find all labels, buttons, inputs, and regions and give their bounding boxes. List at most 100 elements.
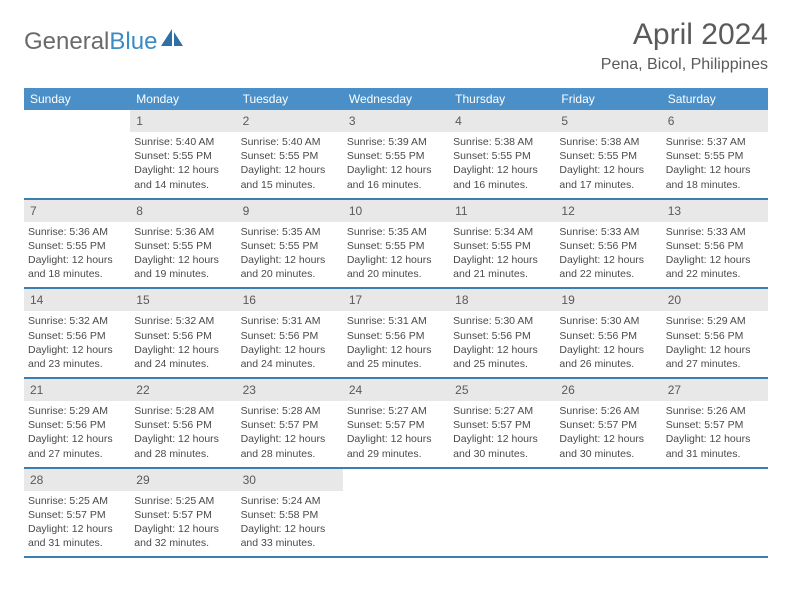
day-number: 10 [349, 204, 362, 218]
sunset-line: Sunset: 5:55 PM [666, 149, 764, 163]
day-cell [24, 110, 130, 198]
sunrise-line: Sunrise: 5:25 AM [134, 494, 232, 508]
daylight-line: Daylight: 12 hours and 28 minutes. [241, 432, 339, 460]
sunset-line: Sunset: 5:56 PM [453, 329, 551, 343]
week-row: 14Sunrise: 5:32 AMSunset: 5:56 PMDayligh… [24, 289, 768, 379]
day-cell: 2Sunrise: 5:40 AMSunset: 5:55 PMDaylight… [237, 110, 343, 198]
logo: GeneralBlue [24, 18, 183, 56]
day-cell: 15Sunrise: 5:32 AMSunset: 5:56 PMDayligh… [130, 289, 236, 377]
week-row: 28Sunrise: 5:25 AMSunset: 5:57 PMDayligh… [24, 469, 768, 559]
title-block: April 2024 Pena, Bicol, Philippines [601, 18, 768, 74]
day-number-row: 29 [130, 469, 236, 491]
weekday-cell: Wednesday [343, 88, 449, 110]
day-cell: 4Sunrise: 5:38 AMSunset: 5:55 PMDaylight… [449, 110, 555, 198]
sunset-line: Sunset: 5:57 PM [666, 418, 764, 432]
day-cell: 1Sunrise: 5:40 AMSunset: 5:55 PMDaylight… [130, 110, 236, 198]
day-number-row: 23 [237, 379, 343, 401]
day-number-row: 6 [662, 110, 768, 132]
sunrise-line: Sunrise: 5:38 AM [559, 135, 657, 149]
sunrise-line: Sunrise: 5:28 AM [134, 404, 232, 418]
sunset-line: Sunset: 5:55 PM [241, 149, 339, 163]
sunset-line: Sunset: 5:56 PM [134, 418, 232, 432]
day-number-row: 1 [130, 110, 236, 132]
sunset-line: Sunset: 5:57 PM [559, 418, 657, 432]
sunset-line: Sunset: 5:57 PM [453, 418, 551, 432]
calendar: SundayMondayTuesdayWednesdayThursdayFrid… [24, 88, 768, 558]
day-number-row: 19 [555, 289, 661, 311]
day-cell: 19Sunrise: 5:30 AMSunset: 5:56 PMDayligh… [555, 289, 661, 377]
sunset-line: Sunset: 5:55 PM [134, 239, 232, 253]
sunrise-line: Sunrise: 5:39 AM [347, 135, 445, 149]
day-number: 11 [455, 204, 467, 218]
day-number: 13 [668, 204, 681, 218]
sunset-line: Sunset: 5:56 PM [28, 329, 126, 343]
day-number-row: 17 [343, 289, 449, 311]
sunrise-line: Sunrise: 5:29 AM [28, 404, 126, 418]
day-cell: 12Sunrise: 5:33 AMSunset: 5:56 PMDayligh… [555, 200, 661, 288]
daylight-line: Daylight: 12 hours and 16 minutes. [453, 163, 551, 191]
sunrise-line: Sunrise: 5:32 AM [134, 314, 232, 328]
daylight-line: Daylight: 12 hours and 29 minutes. [347, 432, 445, 460]
day-cell: 24Sunrise: 5:27 AMSunset: 5:57 PMDayligh… [343, 379, 449, 467]
day-number-row: 20 [662, 289, 768, 311]
day-number: 7 [30, 204, 37, 218]
day-number: 30 [243, 473, 256, 487]
day-cell [449, 469, 555, 557]
sunrise-line: Sunrise: 5:25 AM [28, 494, 126, 508]
sunrise-line: Sunrise: 5:31 AM [241, 314, 339, 328]
day-cell: 16Sunrise: 5:31 AMSunset: 5:56 PMDayligh… [237, 289, 343, 377]
sunrise-line: Sunrise: 5:36 AM [134, 225, 232, 239]
day-number: 5 [561, 114, 568, 128]
day-cell: 6Sunrise: 5:37 AMSunset: 5:55 PMDaylight… [662, 110, 768, 198]
day-number: 15 [136, 293, 149, 307]
sunset-line: Sunset: 5:58 PM [241, 508, 339, 522]
daylight-line: Daylight: 12 hours and 22 minutes. [559, 253, 657, 281]
sunset-line: Sunset: 5:55 PM [28, 239, 126, 253]
sunset-line: Sunset: 5:55 PM [241, 239, 339, 253]
sunrise-line: Sunrise: 5:32 AM [28, 314, 126, 328]
day-cell: 30Sunrise: 5:24 AMSunset: 5:58 PMDayligh… [237, 469, 343, 557]
day-number-row: 22 [130, 379, 236, 401]
day-number-row: 2 [237, 110, 343, 132]
daylight-line: Daylight: 12 hours and 18 minutes. [666, 163, 764, 191]
sunset-line: Sunset: 5:56 PM [28, 418, 126, 432]
daylight-line: Daylight: 12 hours and 17 minutes. [559, 163, 657, 191]
day-number-row: 13 [662, 200, 768, 222]
weekday-cell: Saturday [662, 88, 768, 110]
day-cell: 25Sunrise: 5:27 AMSunset: 5:57 PMDayligh… [449, 379, 555, 467]
logo-text-2: Blue [109, 28, 157, 56]
sunset-line: Sunset: 5:56 PM [559, 329, 657, 343]
day-number: 8 [136, 204, 143, 218]
calendar-page: GeneralBlue April 2024 Pena, Bicol, Phil… [0, 0, 792, 558]
location: Pena, Bicol, Philippines [601, 56, 768, 74]
day-number-row: 27 [662, 379, 768, 401]
daylight-line: Daylight: 12 hours and 16 minutes. [347, 163, 445, 191]
sunset-line: Sunset: 5:57 PM [241, 418, 339, 432]
day-number-row: 9 [237, 200, 343, 222]
day-number: 22 [136, 383, 149, 397]
day-number: 1 [136, 114, 143, 128]
daylight-line: Daylight: 12 hours and 20 minutes. [241, 253, 339, 281]
day-number-row: 3 [343, 110, 449, 132]
day-number-row: 28 [24, 469, 130, 491]
day-cell: 9 Sunrise: 5:35 AMSunset: 5:55 PMDaylight… [237, 200, 343, 288]
day-cell [343, 469, 449, 557]
sunset-line: Sunset: 5:56 PM [347, 329, 445, 343]
day-number: 20 [668, 293, 681, 307]
sunset-line: Sunset: 5:56 PM [666, 239, 764, 253]
day-number-row: 15 [130, 289, 236, 311]
day-cell: 28Sunrise: 5:25 AMSunset: 5:57 PMDayligh… [24, 469, 130, 557]
sunset-line: Sunset: 5:55 PM [453, 239, 551, 253]
day-cell [662, 469, 768, 557]
sunrise-line: Sunrise: 5:35 AM [241, 225, 339, 239]
daylight-line: Daylight: 12 hours and 22 minutes. [666, 253, 764, 281]
sunrise-line: Sunrise: 5:35 AM [347, 225, 445, 239]
day-number-row: 8 [130, 200, 236, 222]
day-number-row: 14 [24, 289, 130, 311]
header: GeneralBlue April 2024 Pena, Bicol, Phil… [24, 18, 768, 74]
day-cell: 7Sunrise: 5:36 AMSunset: 5:55 PMDaylight… [24, 200, 130, 288]
day-cell: 13Sunrise: 5:33 AMSunset: 5:56 PMDayligh… [662, 200, 768, 288]
daylight-line: Daylight: 12 hours and 31 minutes. [28, 522, 126, 550]
day-cell: 14Sunrise: 5:32 AMSunset: 5:56 PMDayligh… [24, 289, 130, 377]
day-number-row: 18 [449, 289, 555, 311]
